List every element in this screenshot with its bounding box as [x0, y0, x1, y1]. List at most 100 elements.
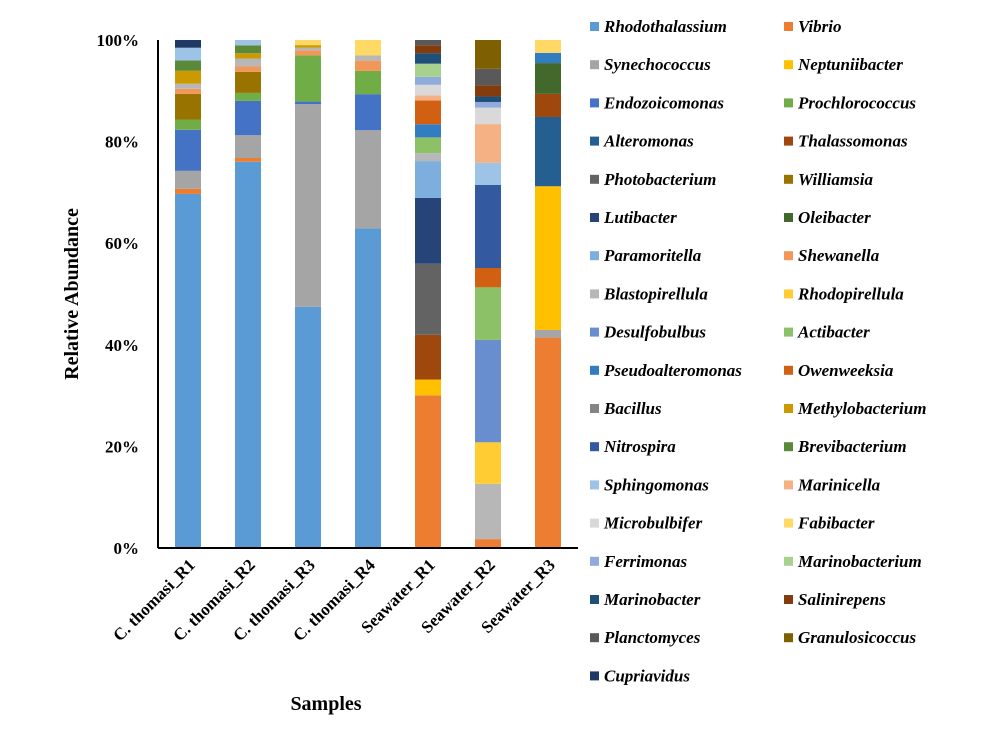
legend-item: Williamsia	[784, 170, 873, 189]
bar-segment	[175, 70, 201, 84]
bar-stack	[475, 40, 501, 548]
legend-item: Alteromonas	[590, 132, 694, 151]
legend-swatch	[590, 442, 599, 452]
legend-item: Brevibacterium	[784, 437, 907, 456]
legend-label: Rhodothalassium	[603, 17, 727, 36]
bar-segment	[295, 306, 321, 548]
bar-segment	[295, 50, 321, 56]
bar-segment	[475, 101, 501, 108]
legend-label: Methylobacterium	[797, 399, 926, 418]
legend-label: Neptuniibacter	[797, 55, 903, 74]
legend-swatch	[590, 518, 599, 528]
x-axis-title: Samples	[290, 693, 361, 715]
y-tick-label: 40%	[105, 336, 139, 355]
legend-label: Endozoicomonas	[603, 93, 724, 112]
bar-segment	[415, 124, 441, 138]
bar-segment	[235, 53, 261, 59]
legend-label: Pseudoalteromonas	[603, 361, 742, 380]
legend-label: Synechococcus	[604, 55, 711, 74]
bar-segment	[295, 47, 321, 51]
bar-segment	[475, 442, 501, 484]
bar-stack	[175, 40, 201, 548]
legend-swatch	[784, 633, 793, 643]
legend-label: Shewanella	[798, 246, 880, 265]
bar-segment	[475, 539, 501, 548]
legend-item: Marinicella	[784, 475, 881, 494]
bar-segment	[175, 47, 201, 61]
bar-segment	[235, 100, 261, 136]
bar-stack	[415, 40, 441, 548]
legend-item: Pseudoalteromonas	[590, 361, 742, 380]
legend-label: Alteromonas	[603, 132, 694, 151]
legend-label: Paramoritella	[603, 246, 702, 265]
bar-segment	[235, 135, 261, 159]
bar-segment	[295, 40, 321, 46]
bar-segment	[535, 116, 561, 187]
legend-swatch	[590, 327, 599, 337]
bar-segment	[475, 339, 501, 443]
legend-label: Oleibacter	[798, 208, 871, 227]
legend-item: Sphingomonas	[590, 475, 709, 494]
legend-label: Sphingomonas	[604, 475, 709, 494]
legend-swatch	[784, 404, 793, 413]
legend-swatch	[590, 213, 599, 222]
legend-label: Marinicella	[797, 475, 881, 494]
bar-segment	[175, 40, 201, 48]
bar-segment	[175, 93, 201, 120]
legend-label: Thalassomonas	[798, 132, 908, 151]
legend-item: Marinobacterium	[784, 552, 922, 571]
bar-segment	[535, 329, 561, 338]
legend-swatch	[590, 289, 599, 299]
legend-item: Vibrio	[784, 17, 841, 36]
legend-item: Thalassomonas	[784, 132, 908, 151]
bar-segment	[415, 76, 441, 85]
legend-item: Lutibacter	[590, 208, 677, 227]
bar-segment	[295, 101, 321, 105]
legend-swatch	[590, 136, 599, 146]
bar-segment	[475, 267, 501, 288]
bar-segment	[415, 334, 441, 380]
legend-item: Prochlorococcus	[784, 93, 916, 112]
bar-segment	[535, 52, 561, 64]
y-axis-title: Relative Abundance	[61, 208, 83, 380]
bar-segment	[295, 55, 321, 102]
legend-swatch	[590, 480, 599, 490]
legend-swatch	[784, 480, 793, 490]
legend-label: Ferrimonas	[603, 552, 688, 571]
legend-item: Salinirepens	[784, 590, 886, 609]
legend-item: Synechococcus	[590, 55, 711, 74]
x-category-labels: C. thomasi_R1C. thomasi_R2C. thomasi_R3C…	[109, 555, 559, 645]
legend-item: Microbulbifer	[590, 514, 703, 533]
bar-segment	[175, 170, 201, 189]
legend-swatch	[784, 136, 793, 146]
bar-segment	[535, 63, 561, 94]
legend-item: Fabibacter	[784, 514, 875, 533]
bar-segment	[415, 84, 441, 96]
legend-label: Vibrio	[798, 17, 841, 36]
bar-stack	[535, 40, 561, 548]
bar-segment	[355, 70, 381, 95]
bar-stack	[355, 40, 381, 548]
legend-item: Photobacterium	[590, 170, 716, 189]
legend-item: Actibacter	[784, 323, 870, 342]
bar-segment	[175, 119, 201, 130]
legend-item: Paramoritella	[590, 246, 702, 265]
legend-label: Owenweeksia	[798, 361, 894, 380]
legend-item: Rhodopirellula	[784, 284, 904, 303]
legend-swatch	[590, 633, 599, 643]
bar-segment	[475, 287, 501, 340]
bar-segment	[475, 162, 501, 185]
bar-segment	[415, 100, 441, 125]
legend-swatch	[784, 289, 793, 299]
legend-swatch	[784, 98, 793, 108]
bar-segment	[295, 45, 321, 48]
bar-segment	[355, 60, 381, 71]
legend-swatch	[784, 365, 793, 375]
legend-label: Microbulbifer	[603, 514, 703, 533]
legend-label: Desulfobulbus	[603, 323, 706, 342]
bar-segment	[235, 40, 261, 46]
legend-label: Marinobacterium	[797, 552, 922, 571]
legend-label: Fabibacter	[797, 514, 875, 533]
legend-label: Salinirepens	[798, 590, 886, 609]
